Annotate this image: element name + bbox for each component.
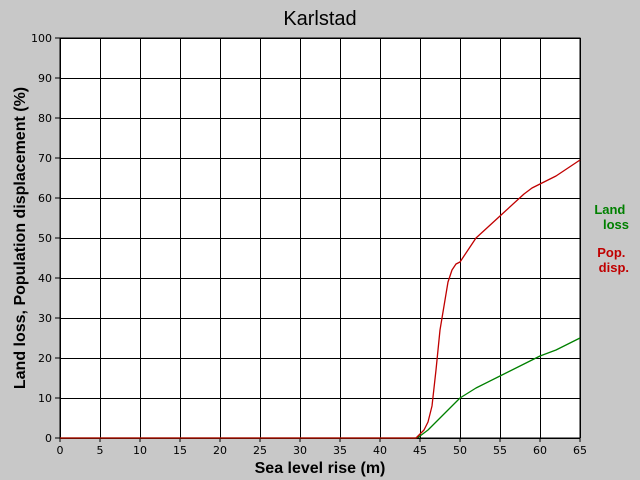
y-axis-label: Land loss, Population displacement (%) [12,87,29,389]
y-tick-label: 20 [38,352,52,365]
series-lines [60,159,581,439]
x-tick-label: 40 [373,444,387,457]
legend-land-loss: Land loss [594,202,629,232]
y-tick-label: 30 [38,312,52,325]
y-tick-label: 50 [38,232,52,245]
legend: Land loss Pop. disp. [594,202,629,275]
x-tick-label: 10 [133,444,147,457]
y-tick-label: 70 [38,152,52,165]
grid [60,38,581,439]
x-tick-label: 45 [413,444,427,457]
x-tick-label: 35 [333,444,347,457]
x-tick-label: 55 [493,444,507,457]
x-tick-label: 0 [57,444,64,457]
x-tick-label: 50 [453,444,467,457]
y-tick-label: 40 [38,272,52,285]
y-tick-label: 10 [38,392,52,405]
y-tick-label: 100 [31,32,52,45]
x-tick-label: 60 [533,444,547,457]
series-line-land-loss [60,337,581,439]
x-axis-label: Sea level rise (m) [255,460,386,477]
y-tick-label: 0 [45,432,52,445]
x-tick-label: 25 [253,444,267,457]
y-tick-label: 60 [38,192,52,205]
series-line-pop-disp [60,159,581,439]
y-tick-label: 90 [38,72,52,85]
x-tick-label: 5 [97,444,104,457]
x-tick-label: 20 [213,444,227,457]
y-tick-label: 80 [38,112,52,125]
chart-title: Karlstad [283,8,356,30]
x-tick-label: 65 [573,444,587,457]
x-ticks: 0 5 10 15 20 25 30 35 40 45 50 55 60 65 [57,438,587,457]
x-tick-label: 15 [173,444,187,457]
x-tick-label: 30 [293,444,307,457]
y-ticks: 0 10 20 30 40 50 60 70 80 90 100 [31,32,60,445]
legend-land-loss-line1: Land [594,202,625,217]
legend-pop-disp-line2: disp. [599,260,629,275]
legend-pop-disp-line1: Pop. [597,245,625,260]
legend-land-loss-line2: loss [603,217,629,232]
legend-pop-disp: Pop. disp. [597,245,629,275]
